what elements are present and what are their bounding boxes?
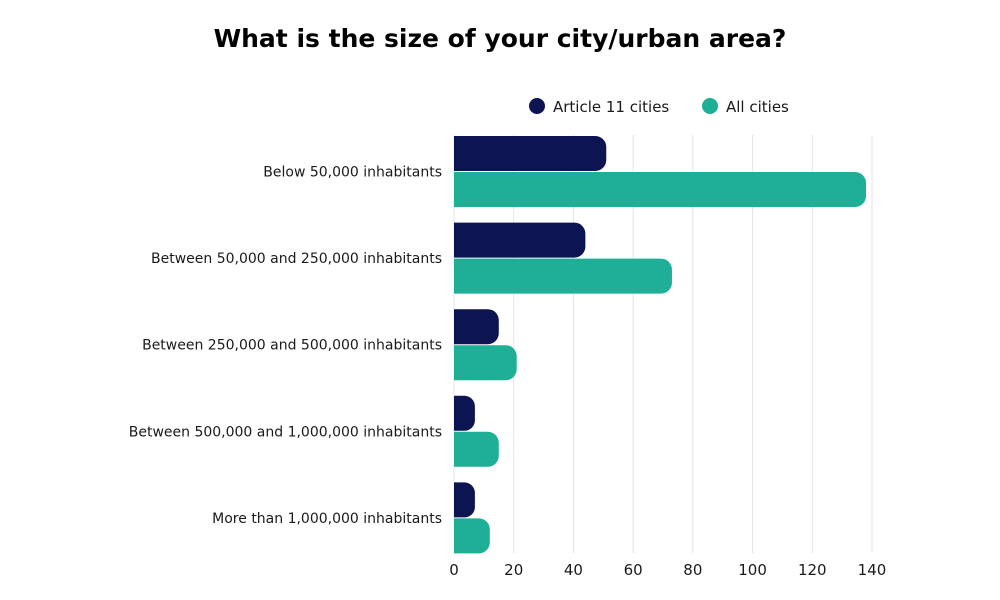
- category-label-2: Between 250,000 and 500,000 inhabitants: [142, 338, 442, 354]
- x-tick-label-140: 140: [858, 561, 887, 579]
- legend-marker-all-cities: [702, 98, 718, 114]
- legend-label-all-cities: All cities: [726, 98, 789, 116]
- x-tick-label-80: 80: [683, 561, 702, 579]
- bar-all-cities-2: [454, 345, 517, 381]
- bar-article-11-cities-3: [454, 395, 475, 431]
- x-tick-label-20: 20: [504, 561, 523, 579]
- x-tick-label-60: 60: [624, 561, 643, 579]
- x-axis-ticks: 0 20 40 60 80 100 120 140: [449, 561, 886, 579]
- bars: [454, 136, 867, 554]
- bar-all-cities-4: [454, 518, 490, 554]
- bar-article-11-cities-2: [454, 309, 499, 345]
- category-label-1: Between 50,000 and 250,000 inhabitants: [151, 251, 442, 267]
- legend-marker-article-11-cities: [529, 98, 545, 114]
- x-tick-label-120: 120: [798, 561, 827, 579]
- bar-article-11-cities-4: [454, 482, 475, 518]
- bar-all-cities-1: [454, 258, 672, 294]
- x-tick-label-0: 0: [449, 561, 459, 579]
- bar-all-cities-0: [454, 172, 867, 207]
- x-tick-label-100: 100: [738, 561, 767, 579]
- category-label-4: More than 1,000,000 inhabitants: [212, 511, 442, 527]
- category-label-0: Below 50,000 inhabitants: [263, 165, 442, 181]
- category-labels: Below 50,000 inhabitants Between 50,000 a…: [129, 165, 442, 527]
- category-label-3: Between 500,000 and 1,000,000 inhabitant…: [129, 424, 442, 440]
- x-tick-label-40: 40: [564, 561, 583, 579]
- legend: Article 11 cities All cities: [529, 98, 789, 116]
- bar-article-11-cities-1: [454, 222, 586, 258]
- bar-article-11-cities-0: [454, 136, 607, 171]
- legend-label-article-11-cities: Article 11 cities: [553, 98, 669, 116]
- bar-all-cities-3: [454, 431, 499, 467]
- chart-title: What is the size of your city/urban area…: [213, 24, 787, 53]
